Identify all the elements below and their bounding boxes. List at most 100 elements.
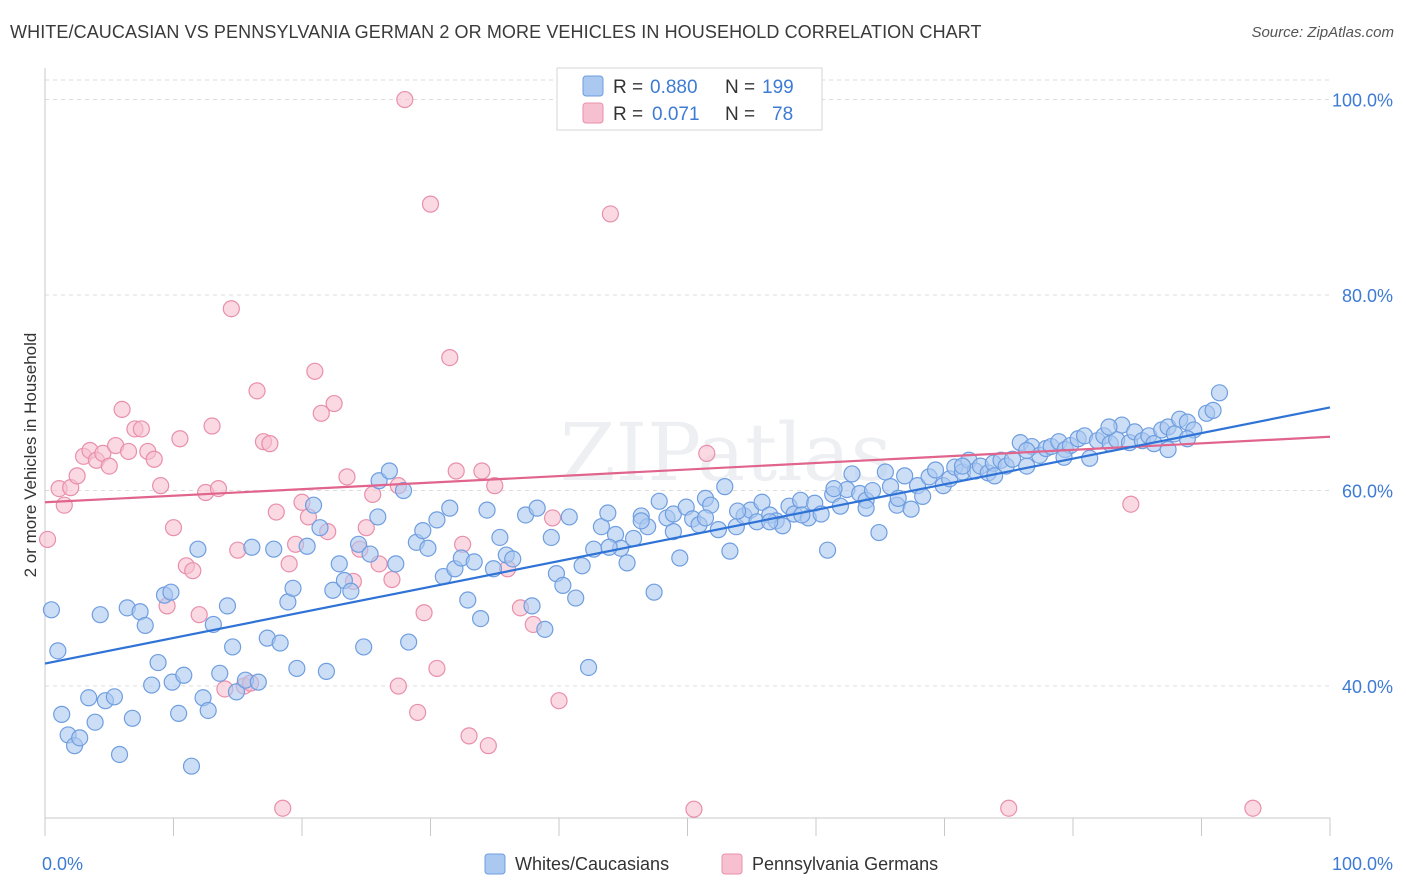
- data-point: [361, 545, 379, 563]
- data-point: [601, 205, 620, 223]
- data-point: [504, 550, 522, 568]
- data-point: [554, 576, 572, 594]
- data-point: [380, 462, 398, 480]
- data-point: [419, 539, 437, 557]
- stats-blue-n-value: 199: [762, 77, 794, 98]
- data-point: [876, 463, 894, 481]
- data-point: [49, 642, 67, 660]
- data-point: [465, 553, 483, 571]
- data-point: [542, 528, 560, 547]
- data-point: [42, 601, 61, 619]
- data-point: [189, 540, 207, 558]
- legend-blue-label: Whites/Caucasians: [515, 854, 669, 874]
- data-point: [415, 604, 433, 622]
- data-point: [38, 530, 57, 549]
- data-point: [298, 537, 316, 555]
- data-point: [91, 606, 109, 624]
- data-point: [486, 477, 504, 495]
- data-point: [491, 528, 509, 547]
- stats-blue-r-label: R =: [613, 77, 643, 98]
- data-point: [284, 579, 302, 597]
- data-point: [86, 713, 104, 731]
- data-point: [396, 90, 414, 109]
- data-point: [325, 394, 343, 413]
- data-point: [1210, 384, 1229, 402]
- data-point: [53, 705, 71, 723]
- data-point: [478, 501, 496, 519]
- data-point: [753, 493, 771, 511]
- data-point: [863, 481, 882, 500]
- data-point: [132, 420, 150, 438]
- data-point: [843, 465, 861, 483]
- tick-labels: 40.0% 60.0% 80.0% 100.0% 0.0% 100.0%: [42, 91, 1393, 874]
- data-point: [573, 557, 591, 575]
- stats-pink-r-value: 0.071: [652, 104, 700, 125]
- data-point: [162, 583, 180, 601]
- data-point: [387, 555, 405, 573]
- data-point: [394, 481, 413, 500]
- data-point: [698, 444, 716, 462]
- data-point: [902, 500, 920, 518]
- data-point: [473, 462, 491, 480]
- legend-blue-swatch: [484, 853, 506, 875]
- trend-lines: [44, 406, 1331, 665]
- data-point: [696, 509, 715, 527]
- data-point: [599, 504, 617, 522]
- data-point: [818, 541, 837, 559]
- data-point: [175, 666, 193, 684]
- data-point: [721, 542, 739, 560]
- data-point: [280, 555, 298, 573]
- data-point: [143, 676, 161, 694]
- data-point: [1100, 418, 1118, 436]
- data-point: [199, 701, 217, 720]
- data-point: [896, 467, 914, 485]
- data-point: [80, 689, 98, 707]
- stats-pink-n-value: 78: [772, 104, 793, 125]
- data-point: [479, 737, 497, 755]
- data-point: [145, 450, 163, 468]
- data-point: [317, 662, 336, 680]
- data-point: [224, 638, 242, 656]
- data-point: [105, 688, 123, 706]
- y-tick-label: 40.0%: [1342, 677, 1393, 697]
- data-point: [243, 538, 261, 556]
- x-tick-label: 0.0%: [42, 854, 83, 874]
- data-point: [304, 496, 323, 514]
- data-point: [110, 745, 129, 764]
- data-point: [953, 457, 972, 475]
- data-point: [184, 562, 202, 580]
- data-point: [1081, 449, 1099, 467]
- legend: Whites/Caucasians Pennsylvania Germans: [484, 853, 938, 875]
- source-label: Source: ZipAtlas.com: [1251, 24, 1394, 41]
- data-point: [428, 659, 446, 678]
- data-point: [1204, 401, 1222, 419]
- data-point: [383, 570, 401, 589]
- stats-blue-n-label: N =: [725, 77, 755, 98]
- y-tick-label: 80.0%: [1342, 286, 1393, 306]
- data-point: [685, 800, 703, 818]
- data-point: [222, 300, 240, 318]
- data-point: [441, 349, 459, 367]
- data-point: [119, 442, 138, 461]
- data-point: [729, 502, 747, 520]
- data-point: [218, 597, 237, 615]
- stats-pink-r-label: R =: [613, 104, 643, 125]
- axes: [44, 68, 1331, 836]
- data-point: [1122, 495, 1140, 513]
- data-point: [113, 400, 131, 419]
- data-point: [428, 511, 446, 529]
- data-point: [567, 589, 585, 607]
- data-point: [229, 541, 247, 559]
- data-point: [1018, 441, 1036, 460]
- data-point: [550, 692, 568, 710]
- data-point: [123, 709, 141, 727]
- data-point: [793, 506, 811, 524]
- data-point: [716, 478, 734, 496]
- data-point: [579, 658, 598, 677]
- data-point: [71, 729, 89, 747]
- data-point: [149, 653, 167, 672]
- data-point: [211, 664, 229, 682]
- legend-pink-label: Pennsylvania Germans: [752, 854, 938, 874]
- data-point: [164, 519, 183, 537]
